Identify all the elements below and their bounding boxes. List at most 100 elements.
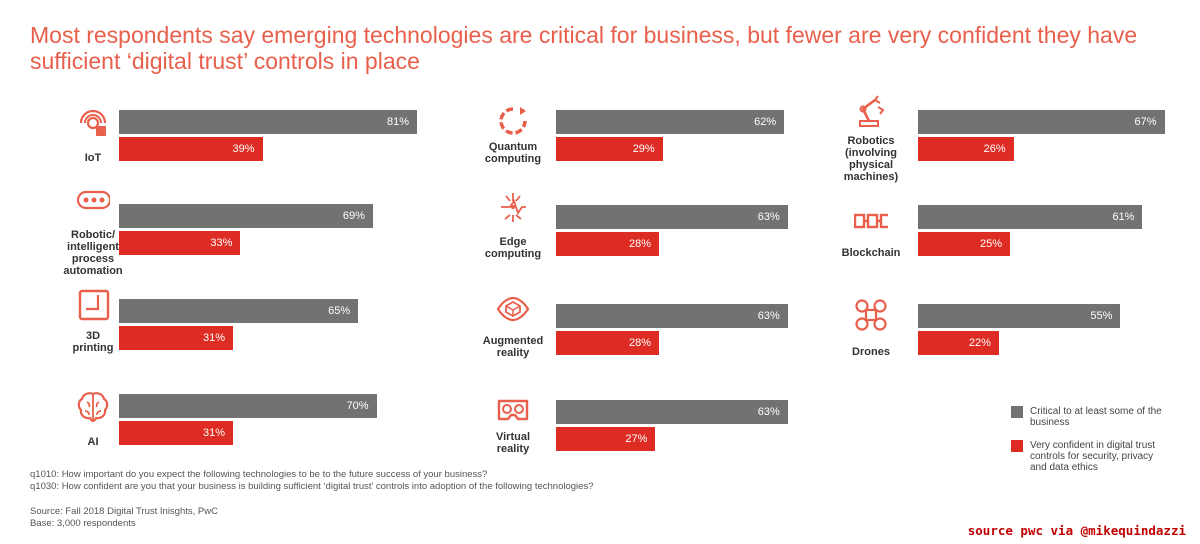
category-label-virtual-reality: Virtual reality <box>458 431 568 455</box>
source-line: Source: Fall 2018 Digital Trust Inisghts… <box>30 506 218 517</box>
bar-value-label: 39% <box>232 143 255 155</box>
category-label-line: reality <box>496 443 530 455</box>
category-label-line: process <box>71 253 115 265</box>
category-label-augmented-reality: Augmented reality <box>458 335 568 359</box>
bar-critical-robotic-process-automation: 69% <box>119 204 373 228</box>
bar-value-label: 29% <box>632 143 655 155</box>
category-label-line: physical <box>848 159 894 171</box>
bar-confident-iot: 39% <box>119 137 263 161</box>
legend-swatch-confident <box>1011 440 1023 452</box>
source-block: Source: Fall 2018 Digital Trust Inisghts… <box>30 506 218 530</box>
base-line: Base: 3,000 respondents <box>30 518 136 529</box>
bar-critical-ai-brain: 70% <box>119 394 377 418</box>
ai-brain-icon <box>76 390 110 429</box>
category-label-line: IoT <box>84 152 102 164</box>
bar-value-label: 65% <box>328 305 351 317</box>
category-label-line: printing <box>72 342 114 354</box>
category-label-robotic-process-automation: Robotic/intelligent process automation <box>38 229 148 277</box>
virtual-reality-icon <box>496 393 530 432</box>
iot-icon <box>76 106 110 145</box>
category-label-line: Quantum <box>488 141 538 153</box>
bar-value-label: 63% <box>757 211 780 223</box>
category-label-drone: Drones <box>816 346 926 358</box>
bar-critical-drone: 55% <box>918 304 1121 328</box>
category-label-line: Robotics <box>847 135 895 147</box>
bar-critical-blockchain: 61% <box>918 205 1143 229</box>
category-label-line: automation <box>63 265 123 277</box>
bar-critical-quantum-computing: 62% <box>556 110 785 134</box>
bar-value-label: 61% <box>1112 211 1135 223</box>
legend-label-confident: Very confident in digital trust controls… <box>1030 440 1156 473</box>
category-label-line: 3D <box>85 330 101 342</box>
survey-notes: q1010: How important do you expect the f… <box>30 469 593 493</box>
category-label-line: Virtual <box>495 431 531 443</box>
category-label-line: AI <box>87 436 99 448</box>
category-label-robot-arm: Robotics (involving physical machines) <box>816 135 926 183</box>
bar-critical-3d-printing: 65% <box>119 299 359 323</box>
quantum-computing-icon <box>496 104 530 143</box>
bar-value-label: 25% <box>979 238 1002 250</box>
category-label-line: computing <box>484 248 542 260</box>
bar-value-label: 28% <box>629 337 652 349</box>
bar-confident-3d-printing: 31% <box>119 326 234 350</box>
bar-confident-edge-computing: 28% <box>556 232 660 256</box>
category-label-line: Robotic/ <box>71 229 115 241</box>
category-label-iot: IoT <box>38 152 148 164</box>
category-label-edge-computing: Edge computing <box>458 236 568 260</box>
bar-confident-robotic-process-automation: 33% <box>119 231 241 255</box>
bar-value-label: 63% <box>757 310 780 322</box>
bar-confident-drone: 22% <box>918 331 999 355</box>
category-label-line: computing <box>484 153 542 165</box>
bar-confident-virtual-reality: 27% <box>556 427 656 451</box>
category-label-line: Edge <box>499 236 527 248</box>
category-label-quantum-computing: Quantum computing <box>458 141 568 165</box>
bar-value-label: 27% <box>625 433 648 445</box>
legend-item-confident: Very confident in digital trust controls… <box>1011 440 1170 473</box>
category-label-ai-brain: AI <box>38 436 148 448</box>
category-label-line: intelligent <box>67 241 119 253</box>
category-label-line: Augmented <box>482 335 544 347</box>
bar-value-label: 22% <box>968 337 991 349</box>
blockchain-icon <box>853 204 892 243</box>
bar-value-label: 67% <box>1134 116 1157 128</box>
bar-critical-iot: 81% <box>119 110 418 134</box>
bar-value-label: 28% <box>629 238 652 250</box>
legend-label-critical: Critical to at least some of the busines… <box>1030 406 1162 428</box>
category-label-line: machines) <box>843 171 899 183</box>
credit-text: source pwc via @mikequindazzi <box>967 523 1186 538</box>
bar-critical-virtual-reality: 63% <box>556 400 788 424</box>
bar-critical-augmented-reality: 63% <box>556 304 788 328</box>
bar-value-label: 62% <box>754 116 777 128</box>
legend-item-critical: Critical to at least some of the busines… <box>1011 406 1170 428</box>
3d-printing-icon <box>76 288 110 327</box>
category-label-blockchain: Blockchain <box>816 247 926 259</box>
drone-icon <box>854 298 888 337</box>
bar-value-label: 70% <box>346 400 369 412</box>
category-label-line: reality <box>496 347 530 359</box>
category-label-3d-printing: 3D printing <box>38 330 148 354</box>
bar-confident-quantum-computing: 29% <box>556 137 663 161</box>
bar-value-label: 81% <box>387 116 410 128</box>
augmented-reality-icon <box>496 292 530 331</box>
category-label-line: Blockchain <box>841 247 901 259</box>
robotic-process-automation-icon <box>76 183 112 222</box>
chart-title: Most respondents say emerging technologi… <box>30 22 1138 74</box>
category-label-line: Drones <box>852 346 890 358</box>
note-q1030: q1030: How confident are you that your b… <box>30 481 594 492</box>
bar-value-label: 55% <box>1090 310 1113 322</box>
bar-confident-ai-brain: 31% <box>119 421 234 445</box>
bar-value-label: 26% <box>983 143 1006 155</box>
legend-swatch-critical <box>1011 406 1023 418</box>
bar-critical-edge-computing: 63% <box>556 205 788 229</box>
bar-value-label: 63% <box>757 406 780 418</box>
bar-confident-robot-arm: 26% <box>918 137 1014 161</box>
note-q1010: q1010: How important do you expect the f… <box>30 469 488 480</box>
bar-critical-robot-arm: 67% <box>918 110 1165 134</box>
bar-value-label: 33% <box>210 237 233 249</box>
bar-confident-augmented-reality: 28% <box>556 331 660 355</box>
category-label-line: (involving <box>845 147 897 159</box>
bar-confident-blockchain: 25% <box>918 232 1010 256</box>
edge-computing-icon <box>496 190 530 229</box>
bar-value-label: 31% <box>203 332 226 344</box>
robot-arm-icon <box>854 94 888 133</box>
